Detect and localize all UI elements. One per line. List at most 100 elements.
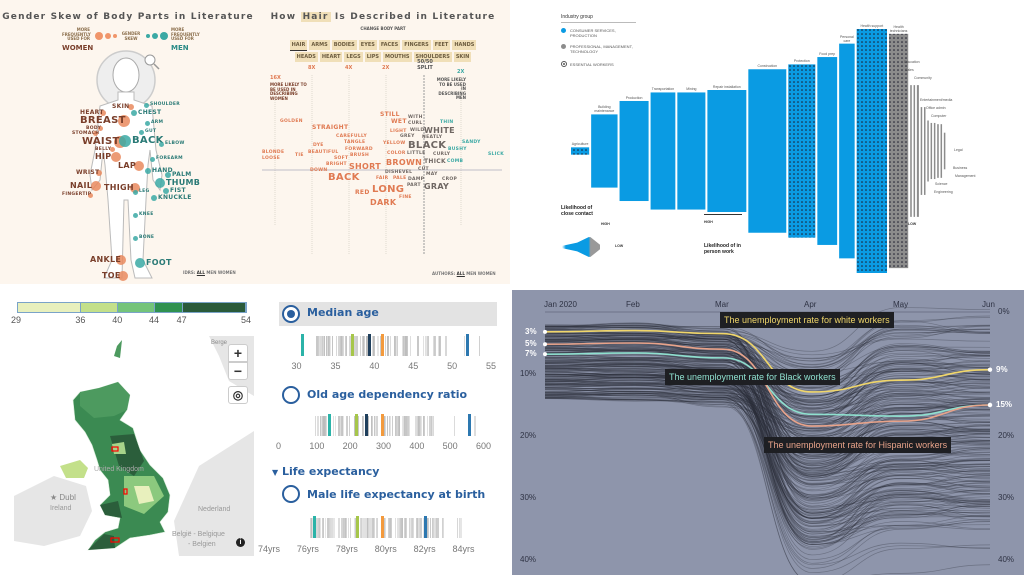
tab-fingers[interactable]: FINGERS: [402, 40, 431, 50]
background-series-line: [544, 392, 991, 515]
bar-entertainment-media[interactable]: [920, 107, 923, 195]
distribution-mark: [398, 416, 401, 436]
bar-management[interactable]: [940, 124, 943, 178]
series-start-dot: [543, 342, 547, 347]
filter-men[interactable]: MEN: [206, 270, 217, 275]
tab-hair[interactable]: HAIR: [289, 40, 308, 51]
month-label: Mar: [715, 300, 729, 309]
tab-hands[interactable]: HANDS: [452, 40, 477, 50]
bar-transportation[interactable]: [650, 92, 676, 210]
tab-mouths[interactable]: MOUTHS: [383, 52, 412, 62]
distribution-mark: [433, 336, 435, 356]
body-part-dot: [133, 189, 138, 195]
tab-faces[interactable]: FACES: [378, 40, 401, 50]
bar-community[interactable]: [916, 85, 919, 217]
bar-sales[interactable]: [913, 85, 916, 217]
bar-production[interactable]: [619, 100, 649, 202]
filter-men[interactable]: MEN: [466, 271, 477, 276]
filter-women[interactable]: WOMEN: [217, 270, 236, 275]
axis-16x: 16X: [270, 75, 281, 81]
bar-engineering[interactable]: [933, 122, 936, 180]
old-age-ratio-title[interactable]: Old age dependency ratio: [307, 388, 468, 401]
professional-legend-label: PROFESSIONAL, MANAGEMENT, TECHNOLOGY: [570, 44, 633, 54]
body-part-dot: [150, 156, 155, 162]
series-start-label: 7%: [525, 349, 537, 359]
series-end-label: 9%: [996, 364, 1008, 374]
hair-descriptor-word: BRUSH: [350, 153, 370, 158]
series-line[interactable]: [544, 352, 991, 417]
tab-arms[interactable]: ARMS: [309, 40, 330, 50]
axis-4x: 4X: [345, 65, 353, 71]
bar-education[interactable]: [910, 85, 912, 217]
median-age-radio[interactable]: [282, 305, 300, 323]
tab-legs[interactable]: LEGS: [344, 52, 363, 62]
men-likely-note: MORE LIKELY TO BE USED IN DESCRIBING MEN: [436, 77, 466, 101]
distribution-mark: [349, 336, 351, 356]
bar-business[interactable]: [937, 124, 939, 178]
distribution-mark: [380, 336, 382, 356]
body-chart-title: Gender Skew of Body Parts in Literature: [2, 12, 254, 22]
series-line[interactable]: [544, 342, 991, 427]
map-label-belgien: - Belgien: [188, 541, 216, 548]
old-age-ratio-radio[interactable]: [282, 386, 300, 404]
male-life-radio[interactable]: [282, 485, 300, 503]
tab-eyes[interactable]: EYES: [358, 40, 377, 50]
tab-feet[interactable]: FEET: [432, 40, 451, 50]
bar-personal-care[interactable]: [839, 43, 855, 259]
background-series-line: [544, 307, 991, 352]
axis-tick: 0: [276, 441, 282, 451]
life-expectancy-group[interactable]: ▼ Life expectancy: [272, 465, 380, 478]
median-age-header[interactable]: [279, 302, 497, 326]
tab-skin[interactable]: SKIN: [453, 52, 472, 62]
bar-science[interactable]: [930, 122, 933, 180]
bar-food-prep[interactable]: [817, 57, 838, 245]
tab-bodies[interactable]: BODIES: [331, 40, 357, 50]
distribution-mark: [387, 336, 389, 356]
distribution-mark: [394, 416, 397, 436]
tab-heads[interactable]: HEADS: [294, 52, 318, 62]
northern-ireland: [60, 460, 88, 478]
body-part-word: BREAST: [80, 115, 126, 126]
map[interactable]: Berge United Kingdom ★ Dubl Ireland Nede…: [14, 336, 254, 556]
tab-shoulders[interactable]: SHOULDERS: [413, 52, 452, 62]
uk-median-age-panel: 29 36 40 44 47 54 Berge United Kingdom ★ Dubl…: [0, 288, 510, 575]
bar-computer[interactable]: [927, 120, 929, 182]
background-series-line: [544, 335, 991, 416]
distribution-mark: [403, 416, 406, 436]
filter-all[interactable]: ALL: [456, 271, 465, 276]
zoom-out-button[interactable]: −: [228, 362, 248, 380]
distribution-mark: [376, 416, 378, 436]
series-line[interactable]: [544, 329, 991, 393]
bar-mining[interactable]: [677, 92, 706, 210]
zoom-in-button[interactable]: +: [228, 344, 248, 362]
close-contact-high: HIGH: [601, 222, 610, 226]
background-series-line: [544, 359, 991, 545]
filter-all[interactable]: ALL: [196, 270, 205, 275]
bar-label: Education: [904, 60, 920, 64]
background-series-line: [544, 367, 991, 456]
tab-lips[interactable]: LIPS: [364, 52, 382, 62]
filter-label: IDRS:: [183, 270, 196, 275]
essential-pattern: [856, 29, 888, 273]
median-age-strip: [284, 334, 494, 356]
hair-descriptor-word: WHITE: [424, 126, 455, 135]
background-series-line: [544, 376, 991, 543]
distribution-mark: [345, 518, 347, 538]
distribution-mark: [394, 518, 397, 538]
locate-button[interactable]: ◎: [228, 386, 248, 404]
filter-women[interactable]: WOMEN: [477, 271, 496, 276]
male-life-title[interactable]: Male life expectancy at birth: [307, 488, 486, 501]
info-icon[interactable]: i: [236, 538, 245, 547]
bar-office-admin[interactable]: [923, 107, 926, 195]
bar-repair-installation[interactable]: [707, 90, 747, 212]
distribution-mark: [418, 518, 421, 538]
tab-heart[interactable]: HEART: [319, 52, 343, 62]
bar-building-maintenance[interactable]: [591, 114, 618, 188]
map-label-bergen: Berge: [211, 340, 228, 346]
bar-construction[interactable]: [748, 69, 787, 233]
background-series-line: [544, 370, 991, 519]
median-age-title[interactable]: Median age: [307, 306, 379, 319]
distribution-mark: [408, 518, 411, 538]
background-series-line: [544, 369, 991, 540]
bar-legal[interactable]: [943, 132, 946, 170]
